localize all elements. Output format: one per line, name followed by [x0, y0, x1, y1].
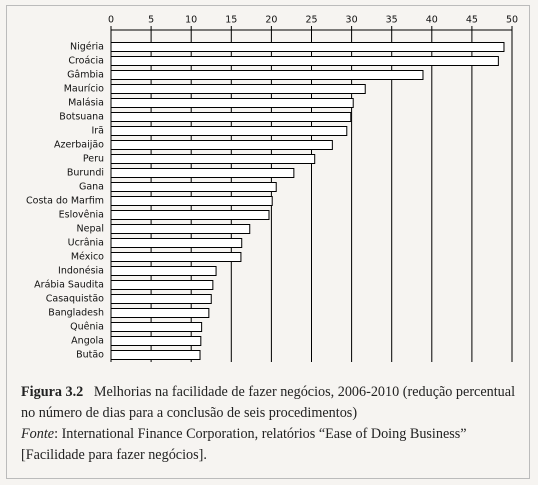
- y-tick-label: Croácia: [68, 56, 104, 67]
- x-tick-label: 35: [386, 15, 398, 26]
- bar: [110, 322, 203, 332]
- bar: [110, 112, 352, 122]
- source: : International Finance Corporation, rel…: [21, 426, 467, 463]
- source-label: Fonte: [21, 426, 55, 442]
- bar: [110, 182, 277, 192]
- y-tick-label: Azerbaijão: [54, 140, 104, 151]
- bar: [110, 140, 333, 150]
- bar: [110, 154, 316, 164]
- bar: [110, 56, 499, 66]
- x-tick-label: 5: [148, 15, 154, 26]
- bar: [110, 196, 273, 206]
- y-tick-label: Eslovênia: [59, 210, 104, 221]
- x-tick-label: 30: [346, 15, 358, 26]
- y-tick-label: Costa do Marfim: [26, 196, 104, 207]
- bar: [110, 224, 251, 234]
- bar: [110, 238, 243, 248]
- figure-label: Figura 3.2: [21, 384, 84, 400]
- bar: [110, 84, 366, 94]
- bar: [110, 42, 505, 52]
- bar: [110, 210, 270, 220]
- bar: [110, 252, 242, 262]
- y-tick-label: Angola: [71, 336, 104, 347]
- y-tick-label: Gâmbia: [67, 70, 104, 81]
- source-block: Fonte: International Finance Corporation…: [21, 424, 521, 466]
- x-tick-label: 25: [305, 15, 317, 26]
- y-tick-label: Ucrânia: [68, 238, 104, 249]
- bar: [110, 336, 202, 346]
- y-tick-label: Malásia: [68, 98, 104, 109]
- y-tick-label: México: [71, 252, 104, 263]
- x-tick-label: 50: [506, 15, 518, 26]
- x-tick-label: 45: [466, 15, 478, 26]
- x-tick-label: 15: [225, 15, 237, 26]
- frame: [6, 5, 530, 479]
- chart: 0 5 10 15 20 25 30 35 40 45 50 Nigéria Croácia Gâmbia…: [26, 15, 518, 362]
- bar: [110, 280, 214, 290]
- x-tick-label: 10: [185, 15, 197, 26]
- y-tick-label: Irã: [91, 126, 104, 137]
- bar: [110, 266, 217, 276]
- y-tick-label: Gana: [79, 182, 104, 193]
- y-tick-label: Quênia: [70, 322, 104, 333]
- bar: [110, 168, 295, 178]
- y-tick-label: Nepal: [77, 224, 104, 235]
- y-tick-label: Butão: [76, 350, 104, 361]
- caption-title-block: Figura 3.2 Melhorias na facilidade de fa…: [21, 382, 521, 424]
- bar: [110, 350, 201, 360]
- y-tick-label: Botsuana: [59, 112, 104, 123]
- y-tick-label: Peru: [83, 154, 104, 165]
- y-tick-label: Casaquistão: [46, 294, 104, 305]
- caption: Figura 3.2 Melhorias na facilidade de fa…: [21, 382, 521, 466]
- y-tick-label: Bangladesh: [48, 308, 104, 319]
- y-tick-label: Arábia Saudita: [34, 280, 104, 291]
- x-tick-label: 40: [426, 15, 438, 26]
- y-tick-label: Nigéria: [70, 42, 104, 53]
- bar: [110, 308, 210, 318]
- bar: [110, 98, 354, 108]
- x-tick-label: 20: [265, 15, 277, 26]
- y-tick-label: Maurício: [64, 84, 104, 95]
- y-tick-label: Indonésia: [58, 266, 104, 277]
- x-tick-label: 0: [108, 15, 114, 26]
- y-tick-label: Burundi: [67, 168, 104, 179]
- chart-title: Melhorias na facilidade de fazer negócio…: [21, 384, 516, 421]
- bar: [110, 294, 212, 304]
- bar: [110, 126, 348, 136]
- bar: [110, 70, 424, 80]
